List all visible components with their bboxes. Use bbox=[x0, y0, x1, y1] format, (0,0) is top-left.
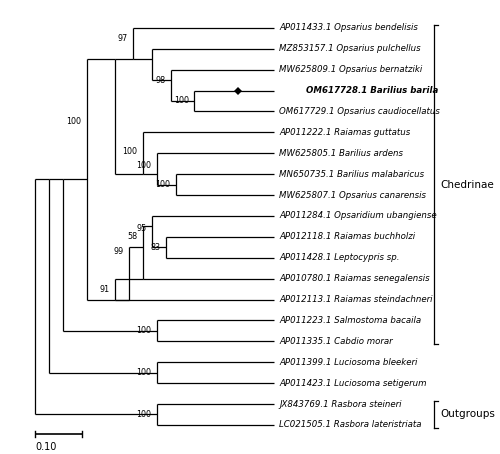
Text: 91: 91 bbox=[99, 285, 110, 294]
Text: AP012118.1 Raiamas buchholzi: AP012118.1 Raiamas buchholzi bbox=[280, 232, 415, 242]
Text: 100: 100 bbox=[136, 161, 152, 170]
Text: Chedrinae: Chedrinae bbox=[440, 180, 494, 190]
Text: 0.10: 0.10 bbox=[35, 442, 56, 452]
Text: 100: 100 bbox=[136, 326, 152, 336]
Text: AP010780.1 Raiamas senegalensis: AP010780.1 Raiamas senegalensis bbox=[280, 274, 430, 283]
Text: 83: 83 bbox=[151, 243, 161, 252]
Text: AP011428.1 Leptocypris sp.: AP011428.1 Leptocypris sp. bbox=[280, 253, 400, 262]
Text: MW625807.1 Opsarius canarensis: MW625807.1 Opsarius canarensis bbox=[280, 191, 426, 200]
Text: JX843769.1 Rasbora steineri: JX843769.1 Rasbora steineri bbox=[280, 400, 402, 409]
Text: AP011335.1 Cabdio morar: AP011335.1 Cabdio morar bbox=[280, 337, 393, 346]
Text: LC021505.1 Rasbora lateristriata: LC021505.1 Rasbora lateristriata bbox=[280, 420, 422, 429]
Text: 100: 100 bbox=[66, 118, 81, 126]
Text: 100: 100 bbox=[122, 147, 138, 156]
Text: AP011284.1 Opsaridium ubangiense: AP011284.1 Opsaridium ubangiense bbox=[280, 212, 437, 221]
Text: MN650735.1 Barilius malabaricus: MN650735.1 Barilius malabaricus bbox=[280, 170, 424, 178]
Text: MW625809.1 Opsarius bernatziki: MW625809.1 Opsarius bernatziki bbox=[280, 65, 422, 74]
Text: 58: 58 bbox=[128, 232, 138, 242]
Text: AP011423.1 Luciosoma setigerum: AP011423.1 Luciosoma setigerum bbox=[280, 379, 427, 388]
Text: 98: 98 bbox=[156, 76, 166, 84]
Text: AP012113.1 Raiamas steindachneri: AP012113.1 Raiamas steindachneri bbox=[280, 295, 433, 304]
Text: 97: 97 bbox=[118, 34, 128, 43]
Text: Outgroups: Outgroups bbox=[440, 410, 495, 419]
Text: MW625805.1 Barilius ardens: MW625805.1 Barilius ardens bbox=[280, 149, 404, 158]
Text: AP011222.1 Raiamas guttatus: AP011222.1 Raiamas guttatus bbox=[280, 128, 410, 137]
Text: 99: 99 bbox=[113, 247, 124, 256]
Text: OM617729.1 Opsarius caudiocellatus: OM617729.1 Opsarius caudiocellatus bbox=[280, 107, 440, 116]
Text: AP011399.1 Luciosoma bleekeri: AP011399.1 Luciosoma bleekeri bbox=[280, 358, 418, 367]
Text: 100: 100 bbox=[155, 180, 170, 189]
Text: MZ853157.1 Opsarius pulchellus: MZ853157.1 Opsarius pulchellus bbox=[280, 44, 421, 53]
Text: AP011223.1 Salmostoma bacaila: AP011223.1 Salmostoma bacaila bbox=[280, 316, 422, 325]
Text: 95: 95 bbox=[136, 224, 147, 233]
Text: 100: 100 bbox=[136, 368, 152, 377]
Text: OM617728.1 Barilius barila: OM617728.1 Barilius barila bbox=[306, 86, 438, 95]
Text: 100: 100 bbox=[174, 97, 189, 105]
Text: 100: 100 bbox=[136, 410, 152, 419]
Text: AP011433.1 Opsarius bendelisis: AP011433.1 Opsarius bendelisis bbox=[280, 23, 418, 32]
